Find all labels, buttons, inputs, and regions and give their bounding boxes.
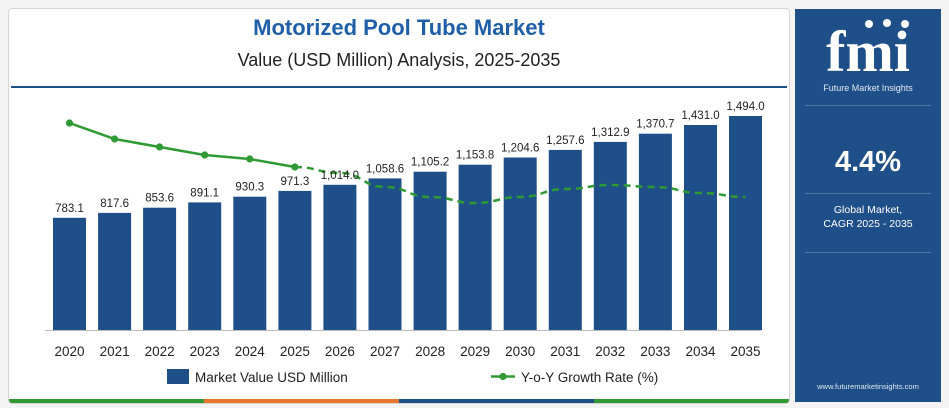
bar-value-label-2026: 1,014.0 (321, 170, 359, 182)
growth-marker-2021 (111, 135, 119, 143)
bar-value-label-2032: 1,312.9 (591, 127, 629, 139)
x-tick-label-2024: 2024 (235, 344, 266, 359)
chart-title: Motorized Pool Tube Market (253, 15, 545, 40)
bar-value-label-2025: 971.3 (281, 176, 310, 188)
bar-2022 (143, 207, 177, 330)
cagr-value: 4.4% (834, 146, 902, 178)
cagr-label-line1: Global Market, (833, 204, 903, 216)
bar-2021 (98, 212, 132, 330)
bar-value-label-2031: 1,257.6 (546, 135, 584, 147)
bar-value-label-2024: 930.3 (235, 182, 264, 194)
strip-segment (594, 399, 789, 403)
color-strip (9, 399, 789, 403)
bar-2032 (593, 141, 627, 330)
chart-plot: 783.1 817.6 853.6 891.1 930.3 971.3 1,014.0 1,0… (45, 101, 765, 385)
growth-line-forecast (294, 165, 746, 205)
bar-value-label-2029: 1,153.8 (456, 150, 494, 162)
x-tick-label-2027: 2027 (370, 344, 400, 359)
bar-value-label-2023: 891.1 (190, 187, 219, 199)
legend-swatch-bars (167, 369, 189, 384)
sidebar-divider (805, 252, 931, 253)
strip-segment (9, 399, 204, 403)
cagr-label-line2: CAGR 2025 - 2035 (823, 218, 913, 230)
x-tick-label-2021: 2021 (100, 344, 130, 359)
bar-value-label-2034: 1,431.0 (681, 110, 719, 122)
x-tick-label-2023: 2023 (190, 344, 220, 359)
x-tick-labels: 2020 2021 2022 2023 2024 2025 2026 2027 2028 2029… (54, 344, 760, 359)
x-tick-label-2026: 2026 (325, 344, 355, 359)
x-tick-label-2031: 2031 (550, 344, 580, 359)
fmi-logo-text: fmi (826, 19, 910, 81)
growth-marker-2024 (246, 155, 254, 163)
chart-legend: Market Value USD Million Y-o-Y Growth Rat… (167, 369, 658, 385)
growth-marker-2022 (156, 143, 164, 151)
title-divider (11, 86, 787, 88)
bar-2027 (368, 178, 402, 330)
legend-swatch-marker (499, 372, 507, 381)
bar-value-label-2028: 1,105.2 (411, 157, 449, 169)
bar-2024 (233, 196, 267, 330)
bar-2029 (458, 164, 492, 330)
growth-marker-2025 (291, 163, 299, 171)
bar-2033 (638, 133, 672, 330)
x-tick-label-2030: 2030 (505, 344, 535, 359)
fmi-logo: fmi (826, 19, 910, 81)
x-tick-label-2032: 2032 (595, 344, 625, 359)
bar-series (53, 116, 762, 330)
bar-2025 (278, 190, 312, 330)
sidebar-panel: fmi Future Market Insights 4.4% Global M… (795, 9, 941, 402)
bar-value-label-2035: 1,494.0 (726, 101, 764, 113)
growth-line-actual (69, 121, 296, 169)
growth-markers (65, 119, 299, 171)
bar-2023 (188, 202, 222, 330)
logo-people-icon (865, 19, 909, 28)
x-tick-label-2034: 2034 (685, 344, 716, 359)
strip-segment (204, 399, 399, 403)
chart-subtitle: Value (USD Million) Analysis, 2025-2035 (237, 50, 561, 70)
bar-2035 (729, 116, 762, 330)
bar-value-label-2020: 783.1 (55, 203, 84, 215)
bar-value-label-2021: 817.6 (100, 198, 129, 210)
x-tick-label-2022: 2022 (145, 344, 175, 359)
growth-marker-2020 (65, 119, 74, 127)
bar-value-label-2033: 1,370.7 (636, 119, 674, 131)
sidebar-divider (805, 105, 931, 106)
legend-label-bars: Market Value USD Million (195, 370, 348, 385)
bar-value-label-2022: 853.6 (145, 193, 174, 205)
x-tick-label-2035: 2035 (730, 344, 760, 359)
bar-value-label-2030: 1,204.6 (501, 143, 539, 155)
bar-value-labels: 783.1 817.6 853.6 891.1 930.3 971.3 1,014.0 1,0… (55, 101, 765, 215)
chart-card: Motorized Pool Tube Market Value (USD Mi… (8, 8, 790, 404)
logo-subtext: Future Market Insights (823, 83, 913, 93)
sidebar-divider (805, 193, 931, 194)
x-tick-label-2029: 2029 (460, 344, 490, 359)
bar-2028 (413, 171, 447, 330)
strip-segment (399, 399, 594, 403)
x-tick-label-2028: 2028 (415, 344, 445, 359)
bar-2034 (684, 125, 717, 330)
bar-2020 (53, 217, 86, 330)
website-link[interactable]: www.futuremarketinsights.com (817, 382, 919, 391)
bar-value-label-2027: 1,058.6 (366, 163, 404, 175)
legend-label-line: Y-o-Y Growth Rate (%) (521, 370, 658, 385)
x-tick-label-2020: 2020 (54, 344, 84, 359)
growth-marker-2023 (201, 151, 209, 159)
bar-2031 (548, 149, 582, 330)
bar-2030 (503, 157, 537, 330)
x-tick-label-2025: 2025 (280, 344, 310, 359)
bar-2026 (323, 184, 357, 330)
x-tick-label-2033: 2033 (640, 344, 670, 359)
